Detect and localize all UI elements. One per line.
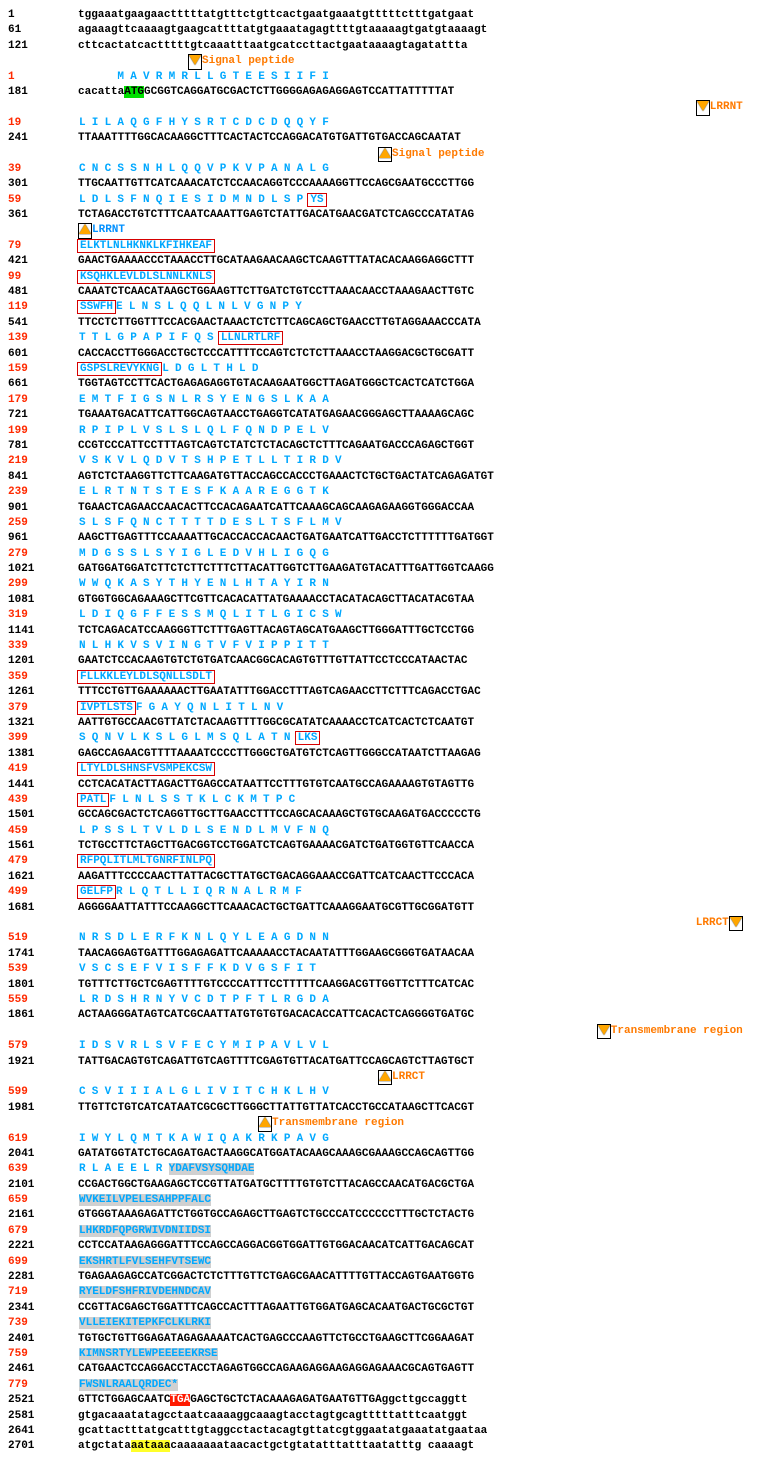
label-lrrct1: LRRCT	[696, 916, 729, 931]
label-signal-start: Signal peptide	[202, 54, 294, 69]
label-signal-end: Signal peptide	[392, 147, 484, 162]
label-lrrnt2: LRRNT	[92, 223, 125, 238]
label-tm2: Transmembrane region	[272, 1116, 404, 1131]
label-tm1: Transmembrane region	[611, 1024, 743, 1039]
label-lrrct2: LRRCT	[392, 1070, 425, 1085]
label-lrrnt1: LRRNT	[710, 100, 743, 115]
